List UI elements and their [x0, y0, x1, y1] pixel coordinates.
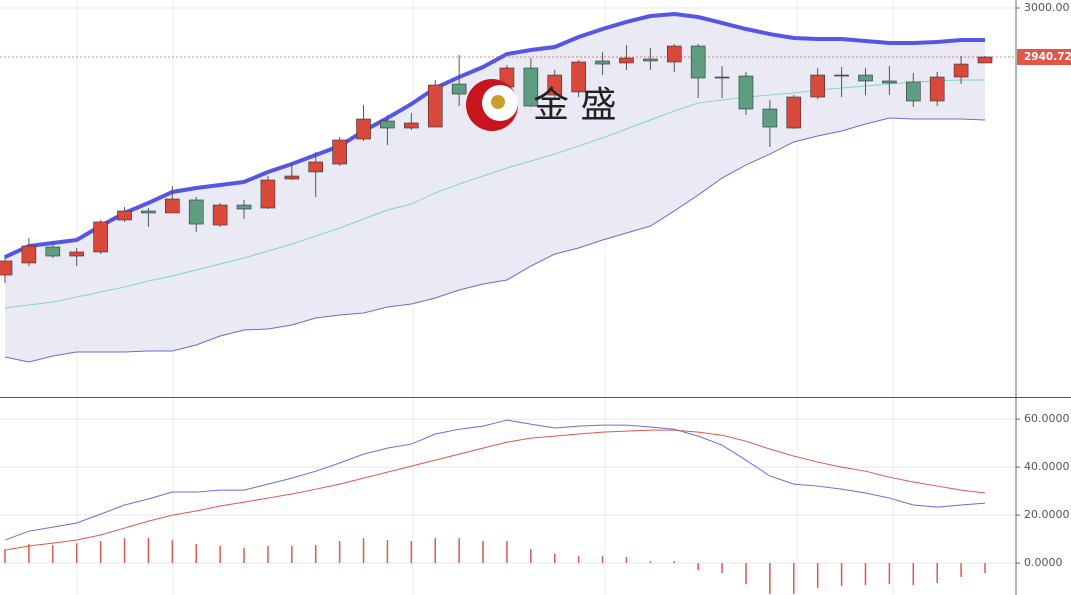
candle-body	[977, 56, 993, 64]
candle-body	[643, 58, 658, 62]
candle-body	[451, 83, 467, 95]
dea-line	[4, 429, 986, 551]
candle-body	[284, 175, 300, 180]
candle-body	[714, 76, 730, 79]
candle-body	[212, 204, 228, 226]
candle-body	[332, 139, 347, 165]
candle-body	[141, 210, 156, 214]
candle-body	[404, 122, 419, 129]
candle-body	[666, 45, 682, 63]
candle-body	[93, 221, 108, 253]
candle-body	[117, 210, 132, 221]
candle-body	[905, 81, 921, 102]
last-price-label: 2940.72	[1024, 51, 1071, 63]
candle-body	[595, 60, 610, 65]
last-price-box	[1017, 49, 1071, 66]
candle-body	[0, 260, 13, 276]
candle-body	[356, 118, 371, 140]
candle-body	[810, 74, 825, 98]
y-tick-label: 20.0000	[1024, 508, 1070, 521]
candle-body	[427, 84, 443, 128]
candle-body	[188, 199, 204, 225]
candle-body	[953, 63, 969, 78]
candle-body	[69, 251, 85, 257]
candle-body	[762, 108, 778, 128]
watermark: 金 盛	[466, 79, 616, 131]
candle-body	[308, 161, 324, 173]
candle-body	[738, 75, 754, 110]
y-tick-label: 60.0000	[1024, 412, 1070, 425]
y-tick-label: 40.0000	[1024, 460, 1070, 473]
band-fill	[5, 14, 985, 362]
candle-body	[380, 120, 395, 129]
y-tick-label: 3000.00	[1024, 1, 1070, 14]
candle-body	[929, 76, 945, 102]
candle-body	[786, 96, 802, 129]
candle-body	[882, 80, 897, 84]
candle-body	[523, 67, 539, 107]
candle-body	[236, 204, 252, 210]
watermark-text: 金 盛	[533, 85, 616, 126]
candle-body	[690, 45, 706, 79]
lower-band	[4, 117, 986, 363]
plot-layer	[0, 7, 1020, 595]
candle-body	[619, 57, 634, 64]
candle-body	[571, 61, 586, 93]
candle-body	[858, 74, 873, 82]
candle-body	[260, 179, 276, 209]
candle-body	[45, 246, 61, 257]
candle-body	[165, 198, 180, 214]
upper-band	[4, 12, 985, 259]
dif-line	[4, 419, 986, 541]
candle-body	[834, 74, 849, 77]
candle-body	[547, 74, 563, 96]
y-tick-label: 0.0000	[1024, 556, 1063, 569]
candle-body	[21, 245, 37, 264]
